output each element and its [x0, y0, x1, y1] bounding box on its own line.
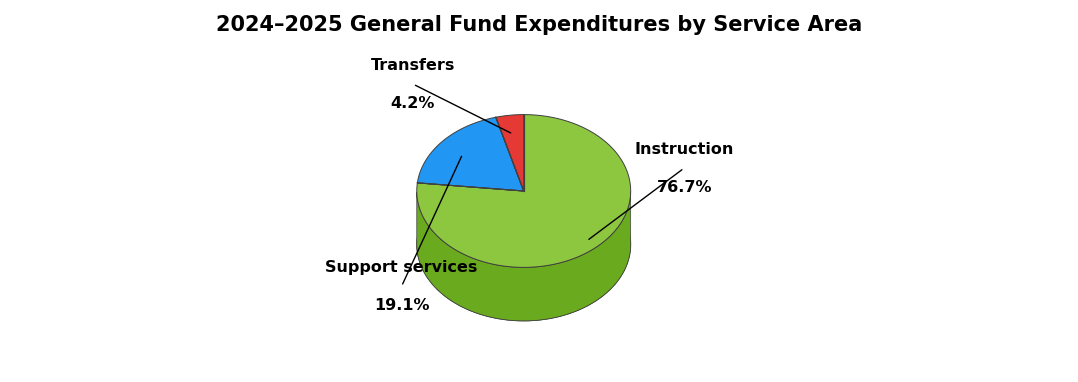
Polygon shape: [496, 115, 524, 191]
Text: 76.7%: 76.7%: [657, 180, 711, 194]
Ellipse shape: [417, 168, 631, 321]
Text: Instruction: Instruction: [635, 142, 734, 157]
Text: 19.1%: 19.1%: [374, 298, 429, 313]
Text: 2024–2025 General Fund Expenditures by Service Area: 2024–2025 General Fund Expenditures by S…: [216, 15, 862, 35]
Text: Support services: Support services: [326, 260, 478, 275]
Polygon shape: [417, 115, 631, 267]
Text: 4.2%: 4.2%: [390, 96, 436, 110]
Polygon shape: [417, 191, 631, 321]
Text: Transfers: Transfers: [371, 58, 455, 73]
Polygon shape: [417, 117, 524, 191]
